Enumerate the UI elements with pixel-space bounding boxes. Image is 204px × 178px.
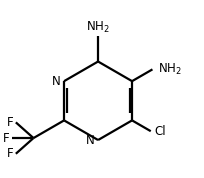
Text: NH$_2$: NH$_2$ bbox=[158, 62, 182, 77]
Text: Cl: Cl bbox=[155, 125, 166, 138]
Text: F: F bbox=[7, 147, 14, 160]
Text: N: N bbox=[85, 134, 94, 146]
Text: F: F bbox=[7, 116, 14, 129]
Text: F: F bbox=[3, 132, 10, 145]
Text: N: N bbox=[51, 75, 60, 88]
Text: NH$_2$: NH$_2$ bbox=[86, 20, 110, 35]
